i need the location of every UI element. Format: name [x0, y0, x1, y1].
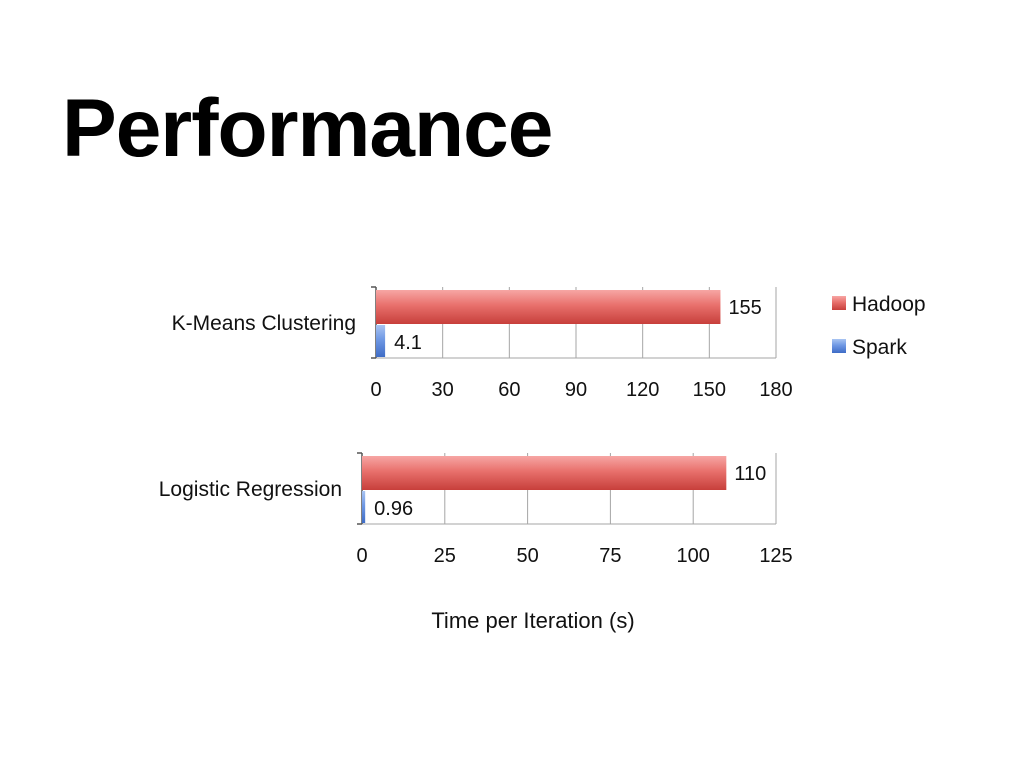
category-label: K-Means Clustering	[172, 312, 356, 335]
tick-label: 25	[434, 545, 456, 567]
tick-label: 60	[498, 379, 520, 401]
bar-hadoop	[376, 290, 721, 324]
data-label-hadoop: 155	[728, 297, 761, 319]
bar-hadoop	[362, 456, 727, 490]
tick-label: 0	[370, 379, 381, 401]
tick-label: 180	[759, 379, 792, 401]
legend: Hadoop Spark	[832, 293, 926, 359]
tick-label: 125	[759, 545, 792, 567]
data-label-spark: 4.1	[394, 332, 422, 354]
tick-label: 120	[626, 379, 659, 401]
chart-panel-0: 0 30 60 90 120 150 180 K-Means Clustering 155 4.1	[172, 286, 793, 401]
tick-label: 0	[356, 545, 367, 567]
tick-label: 150	[693, 379, 726, 401]
x-axis-label: Time per Iteration (s)	[431, 608, 634, 633]
tick-label: 50	[516, 545, 538, 567]
data-label-spark: 0.96	[374, 498, 413, 520]
bar-spark	[362, 491, 366, 523]
data-label-hadoop: 110	[734, 463, 766, 485]
slide-title: Performance	[62, 83, 553, 174]
chart-panel-1: 0 25 50 75 100 125 Logistic Regression 110 0.96	[159, 452, 793, 567]
tick-label: 90	[565, 379, 587, 401]
tick-label: 30	[432, 379, 454, 401]
tick-label: 75	[599, 545, 621, 567]
tick-label: 100	[677, 545, 710, 567]
category-label: Logistic Regression	[159, 478, 342, 501]
legend-swatch-hadoop	[832, 296, 846, 310]
legend-label-spark: Spark	[852, 336, 907, 359]
bar-spark	[376, 325, 386, 357]
legend-label-hadoop: Hadoop	[852, 293, 926, 316]
legend-swatch-spark	[832, 339, 846, 353]
